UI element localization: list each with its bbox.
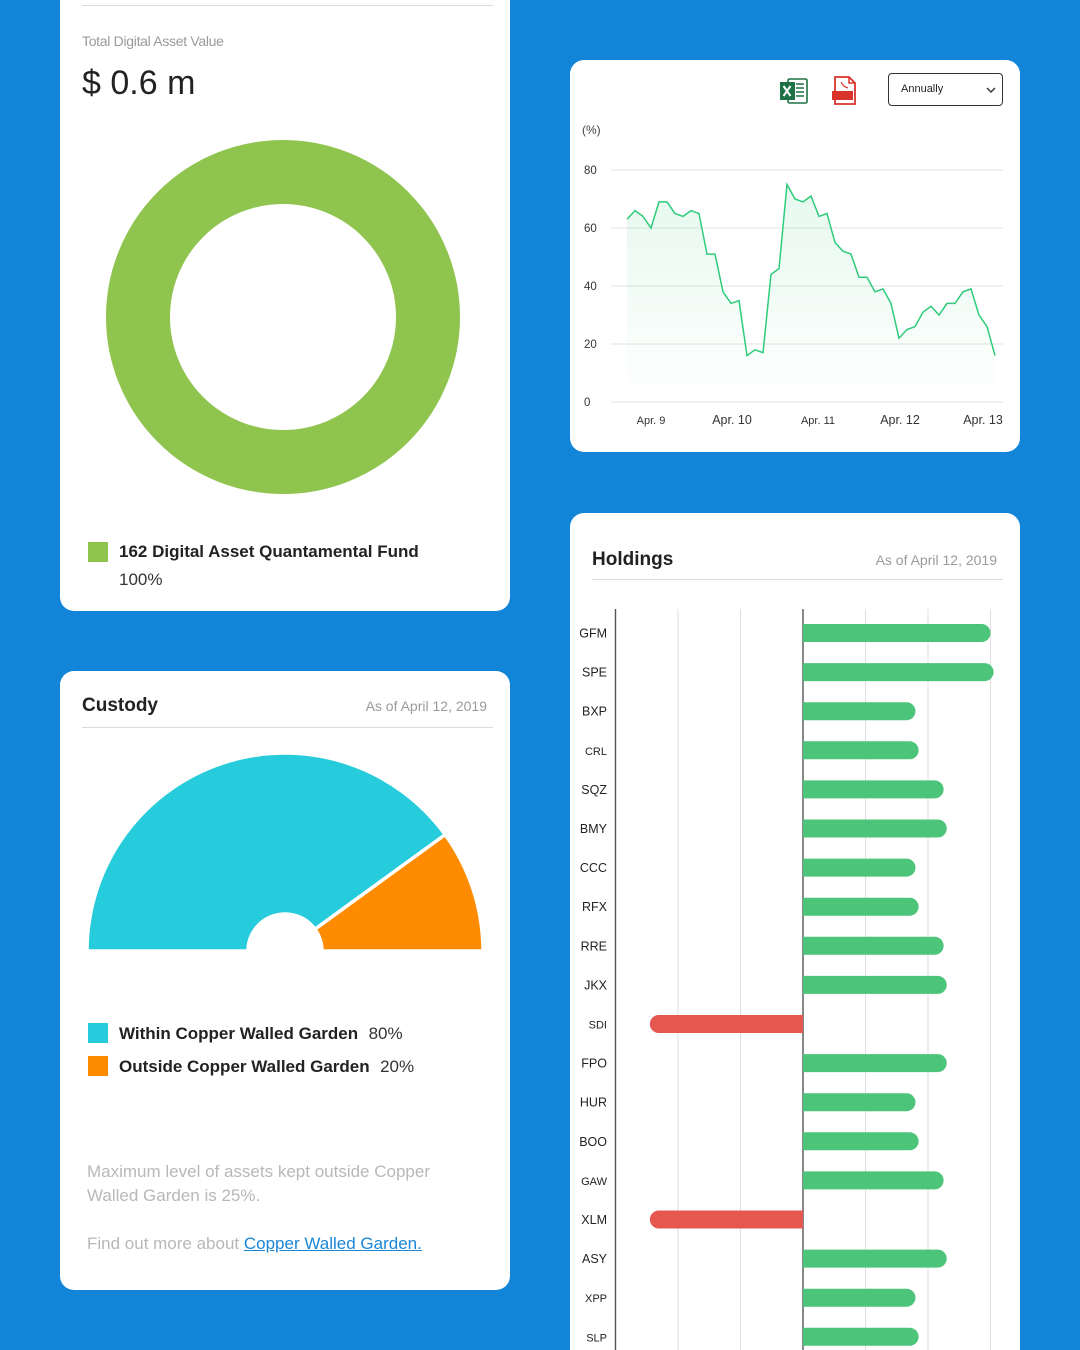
custody-title: Custody — [82, 695, 158, 716]
holdings-bar-chart: GFM SPE BXP CRL SQZ BMY CCC RFX RRE JKX SDI FPO HUR B… — [579, 609, 994, 1350]
holding-bar-spe — [803, 663, 994, 682]
holding-bar-boo — [803, 1132, 919, 1151]
holding-label-rre: RRE — [581, 939, 607, 953]
holding-label-sqz: SQZ — [581, 783, 607, 797]
x-tick-label: Apr. 10 — [712, 413, 752, 427]
holding-label-bxp: BXP — [582, 705, 607, 719]
holding-label-fpo: FPO — [581, 1057, 607, 1071]
holding-bar-asy — [803, 1249, 947, 1268]
donut-slice-fund — [106, 140, 460, 494]
custody-slice-outside — [313, 832, 485, 953]
legend-pct-within: 80% — [368, 1024, 403, 1043]
holdings-card: Holdings As of April 12, 2019 GFM SPE BXP C… — [570, 513, 1020, 1350]
custody-divider — [82, 727, 493, 728]
total-asset-card: Total Digital Asset Value $ 0.6 m 162 Di… — [60, 0, 510, 611]
holdings-divider — [592, 579, 1003, 580]
total-value-label: Total Digital Asset Value — [82, 33, 224, 49]
holding-bar-sdi — [649, 1015, 803, 1033]
holding-bar-rfx — [803, 897, 919, 916]
holding-bar-xlm — [649, 1210, 803, 1229]
legend-pct-fund: 100% — [119, 570, 163, 589]
holding-bar-bxp — [803, 702, 916, 721]
holding-label-jkx: JKX — [584, 978, 608, 992]
y-tick-label: 20 — [584, 339, 597, 351]
pdf-icon[interactable] — [832, 76, 858, 106]
holding-label-hur: HUR — [580, 1096, 607, 1110]
y-tick-label: 60 — [584, 223, 597, 235]
performance-card: Annually (%) 0 20 40 60 80 Apr. 9 Apr. 10 Apr. 1… — [570, 60, 1020, 452]
holding-bar-gfm — [803, 624, 991, 642]
holding-label-ccc: CCC — [580, 861, 607, 875]
chevron-down-icon — [986, 87, 996, 93]
holding-label-rfx: RFX — [582, 900, 608, 914]
holding-label-xlm: XLM — [581, 1213, 607, 1227]
period-select[interactable]: Annually — [888, 73, 1003, 106]
legend-name-fund: 162 Digital Asset Quantamental Fund — [119, 542, 419, 561]
holdings-title: Holdings — [592, 549, 674, 570]
custody-as-of: As of April 12, 2019 — [365, 698, 487, 714]
custody-card: Custody As of April 12, 2019 Within Copp… — [60, 671, 510, 1290]
y-tick-label: 0 — [584, 397, 590, 409]
legend-name-outside: Outside Copper Walled Garden — [119, 1057, 370, 1076]
holding-bar-gaw — [803, 1171, 944, 1190]
line-area-fill — [627, 184, 995, 402]
holding-label-boo: BOO — [579, 1135, 607, 1149]
holding-bar-ccc — [803, 858, 916, 877]
copper-walled-garden-link[interactable]: Copper Walled Garden. — [243, 1234, 422, 1253]
legend-swatch-within — [88, 1023, 108, 1043]
legend-pct-outside: 20% — [380, 1057, 415, 1076]
performance-line-chart: (%) 0 20 40 60 80 Apr. 9 Apr. 10 Apr. 11 Apr. 12 A… — [582, 123, 1003, 427]
legend-row-within: Within Copper Walled Garden 80% — [119, 1024, 403, 1044]
holding-bar-crl — [803, 741, 919, 760]
holding-label-gfm: GFM — [579, 627, 607, 641]
holding-label-slp: SLP — [586, 1332, 607, 1344]
y-tick-label: 80 — [584, 165, 597, 177]
legend-swatch-fund — [88, 542, 108, 562]
x-tick-label: Apr. 13 — [963, 413, 1003, 427]
legend-row-outside: Outside Copper Walled Garden 20% — [119, 1057, 414, 1077]
legend-name-within: Within Copper Walled Garden — [119, 1024, 359, 1043]
find-out-more: Find out more about Copper Walled Garden… — [87, 1232, 422, 1256]
holding-label-crl: CRL — [585, 746, 607, 758]
custody-limit-note: Maximum level of assets kept outside Cop… — [87, 1162, 430, 1205]
holding-bar-sqz — [803, 780, 944, 799]
find-out-more-text: Find out more about — [87, 1234, 244, 1253]
period-select-value: Annually — [901, 83, 944, 95]
x-tick-label: Apr. 9 — [637, 415, 666, 427]
custody-semi-donut-chart — [85, 751, 485, 953]
total-donut-chart — [106, 140, 460, 494]
holding-label-xpp: XPP — [585, 1293, 607, 1305]
holding-label-bmy: BMY — [580, 822, 608, 836]
holding-label-sdi: SDI — [589, 1020, 607, 1032]
holding-bar-bmy — [803, 819, 947, 838]
holding-label-spe: SPE — [582, 666, 607, 680]
line-series — [626, 182, 996, 357]
holdings-as-of: As of April 12, 2019 — [875, 552, 997, 568]
holding-bar-jkx — [803, 975, 947, 994]
holding-bar-slp — [803, 1327, 919, 1346]
total-value: $ 0.6 m — [82, 64, 196, 102]
holding-label-gaw: GAW — [581, 1176, 607, 1188]
y-axis-label: (%) — [582, 123, 601, 137]
holding-bar-fpo — [803, 1054, 947, 1073]
holding-bar-xpp — [803, 1288, 916, 1307]
holding-label-asy: ASY — [582, 1252, 608, 1266]
x-tick-label: Apr. 11 — [801, 415, 835, 427]
y-tick-label: 40 — [584, 281, 597, 293]
holding-bar-rre — [803, 936, 944, 955]
card-top-divider — [82, 5, 493, 6]
x-tick-label: Apr. 12 — [880, 413, 920, 427]
holding-bar-hur — [803, 1093, 916, 1112]
excel-icon[interactable] — [779, 76, 809, 106]
custody-slice-within — [85, 751, 447, 953]
legend-swatch-outside — [88, 1056, 108, 1076]
